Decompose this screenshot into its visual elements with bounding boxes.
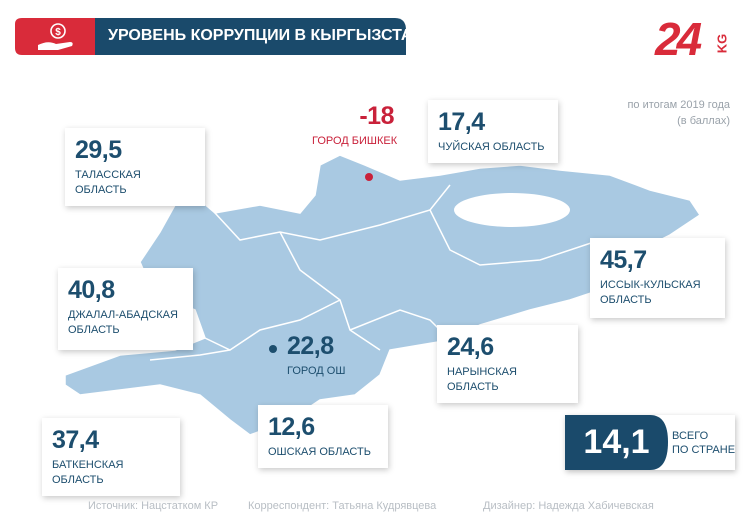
region-callout: 17,4 ЧУЙСКАЯ ОБЛАСТЬ [428, 100, 558, 163]
title: УРОВЕНЬ КОРРУПЦИИ В КЫРГЫЗСТАНЕ [108, 27, 435, 44]
footer-source: Источник: Нацстатком КР [88, 500, 219, 512]
header-icon-bg [15, 18, 100, 55]
region-callout: 45,7 ИССЫК-КУЛЬСКАЯ ОБЛАСТЬ [590, 238, 725, 318]
region-name: БАТКЕНСКАЯ ОБЛАСТЬ [52, 459, 124, 486]
coin-icon [50, 23, 66, 39]
region-callout: 22,8 ГОРОД ОШ [285, 330, 389, 381]
region-name: ГОРОД ОШ [287, 365, 346, 377]
region-value: 22,8 [287, 332, 334, 360]
region-name: ЧУЙСКАЯ ОБЛАСТЬ [438, 141, 545, 153]
region-callout: 24,6 НАРЫНСКАЯ ОБЛАСТЬ [437, 325, 578, 403]
subtitle-line: по итогам 2019 года [627, 99, 730, 111]
region-name: ГОРОД БИШКЕК [312, 135, 398, 147]
logo-suffix: KG [714, 33, 730, 54]
region-name: ИССЫК-КУЛЬСКАЯ ОБЛАСТЬ [600, 279, 701, 306]
region-callout: 40,8 ДЖАЛАЛ-АБАДСКАЯ ОБЛАСТЬ [58, 268, 193, 350]
region-value: 12,6 [268, 413, 315, 441]
region-callout: -18 ГОРОД БИШКЕК [310, 100, 414, 151]
region-value: -18 [359, 102, 394, 130]
region-callout: 29,5 ТАЛАССКАЯ ОБЛАСТЬ [65, 128, 205, 206]
region-value: 17,4 [438, 108, 485, 136]
region-borders [149, 184, 601, 361]
region-callout: 12,6 ОШСКАЯ ОБЛАСТЬ [258, 405, 388, 468]
subtitle: по итогам 2019 года (в баллах) [627, 97, 730, 129]
total-label-line: ПО СТРАНЕ [672, 444, 736, 456]
header-bar [95, 18, 406, 55]
total-pill [565, 415, 668, 470]
total-label: ВСЕГО ПО СТРАНЕ [672, 429, 735, 457]
footer-author: Корреспондент: Татьяна Кудрявцева [248, 500, 437, 512]
region-value: 45,7 [600, 246, 647, 274]
region-name: ОШСКАЯ ОБЛАСТЬ [268, 446, 371, 458]
region-name: ДЖАЛАЛ-АБАДСКАЯ ОБЛАСТЬ [68, 309, 178, 336]
bishkek-dot [365, 173, 373, 181]
coin-sign: $ [55, 27, 61, 38]
footer-designer: Дизайнер: Надежда Хабичевская [483, 500, 654, 512]
region-value: 29,5 [75, 136, 122, 164]
total-label-line: ВСЕГО [672, 430, 709, 442]
osh-dot [269, 345, 277, 353]
logo: 24 [655, 13, 702, 65]
subtitle-line: (в баллах) [677, 115, 730, 127]
region-name: ТАЛАССКАЯ ОБЛАСТЬ [75, 169, 141, 196]
total-value: 14,1 [583, 423, 650, 461]
lake [454, 193, 570, 227]
region-value: 37,4 [52, 426, 99, 454]
region-name: НАРЫНСКАЯ ОБЛАСТЬ [447, 366, 517, 393]
region-callout: 37,4 БАТКЕНСКАЯ ОБЛАСТЬ [42, 418, 180, 496]
region-value: 40,8 [68, 276, 115, 304]
region-value: 24,6 [447, 333, 494, 361]
hand-icon [38, 42, 73, 50]
